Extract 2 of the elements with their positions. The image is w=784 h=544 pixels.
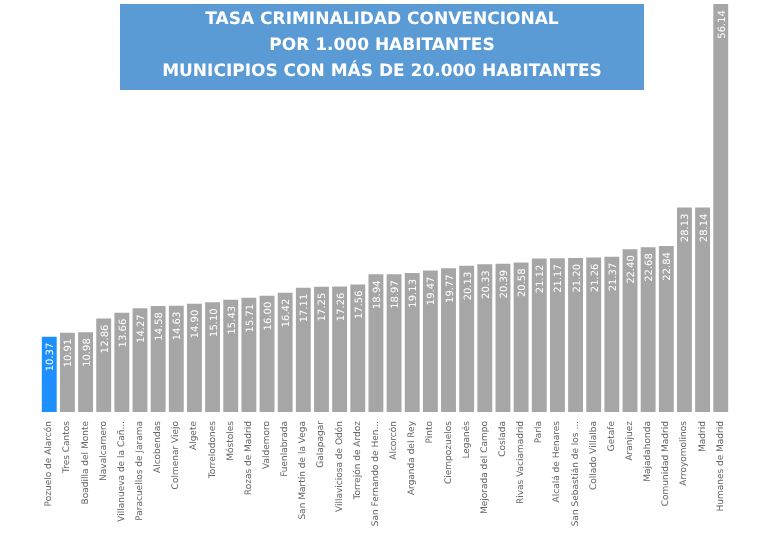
bar <box>41 336 57 412</box>
title-banner: TASA CRIMINALIDAD CONVENCIONAL POR 1.000 HABITANTES MUNICIPIOS CON MÁS DE 20.000 HABITANTES <box>120 4 644 90</box>
